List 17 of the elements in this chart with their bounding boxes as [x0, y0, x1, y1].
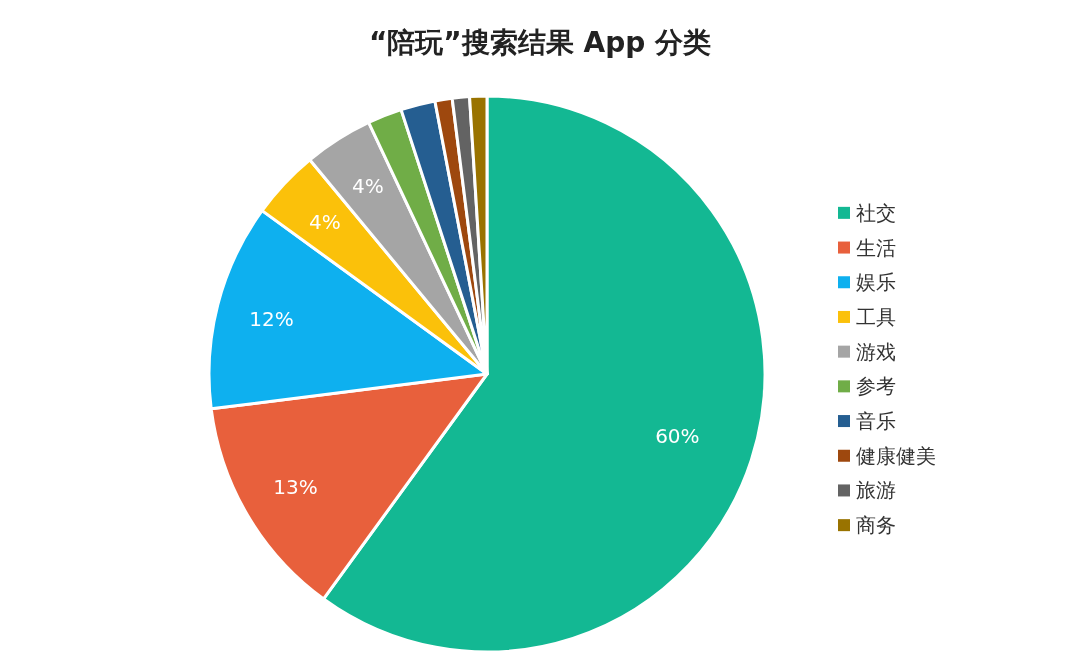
- legend-label: 参考: [856, 374, 896, 399]
- legend-label: 健康健美: [856, 443, 936, 468]
- legend-label: 娱乐: [856, 270, 896, 295]
- pie-slice: [468, 94, 489, 376]
- legend-label: 生活: [856, 235, 896, 260]
- data-label: 4%: [309, 209, 341, 234]
- legend-label: 商务: [856, 513, 896, 538]
- legend-label: 游戏: [856, 339, 896, 364]
- data-label: 4%: [351, 174, 384, 199]
- data-label: 60%: [655, 423, 700, 448]
- data-label: 12%: [249, 306, 294, 331]
- data-label: 13%: [273, 475, 318, 500]
- legend-label: 工具: [856, 304, 896, 329]
- legend-label: 社交: [856, 200, 896, 225]
- legend-label: 旅游: [856, 478, 896, 503]
- chart-title: “陪玩”搜索结果 App 分类: [368, 26, 712, 59]
- legend-label: 音乐: [856, 409, 896, 434]
